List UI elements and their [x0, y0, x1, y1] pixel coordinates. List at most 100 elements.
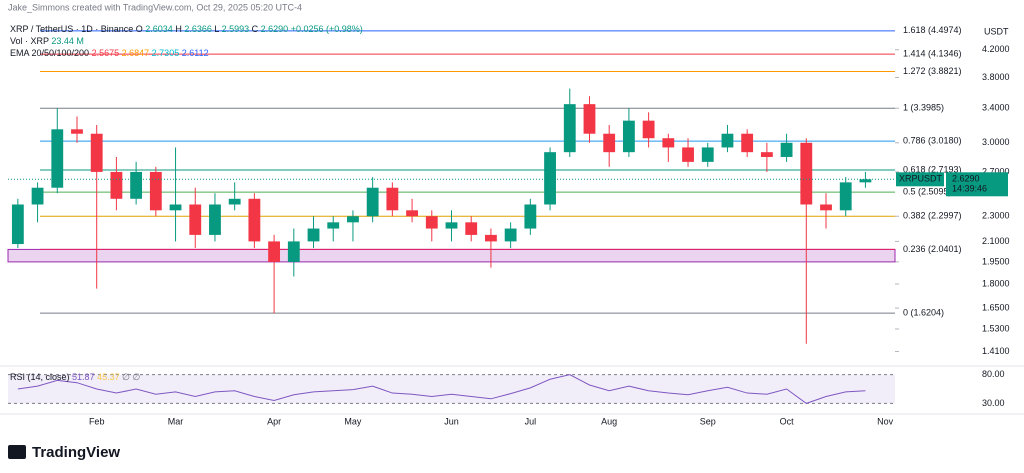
fib-label: 0.5 (2.5095) [903, 187, 952, 197]
candle-body [90, 133, 103, 172]
candle-body [169, 204, 182, 211]
y-tick-label: 2.3000 [982, 211, 1010, 221]
rsi-value: 45.37 [97, 372, 120, 382]
candle-body [406, 210, 418, 217]
rsi-line [17, 374, 866, 404]
x-tick-label: Feb [89, 416, 105, 426]
x-tick-label: Aug [601, 416, 617, 426]
candle-body [366, 187, 379, 217]
candle-body [71, 129, 83, 134]
fib-label: 0.786 (3.0180) [903, 136, 962, 146]
symbol: XRP / TetherUS · 1D · Binance [10, 24, 133, 34]
x-tick-label: Jun [444, 416, 459, 426]
ohlc-label: O [136, 24, 143, 34]
rsi-tick-label: 30.00 [982, 398, 1005, 408]
candle-body [563, 104, 576, 153]
candle-body [31, 187, 44, 205]
ohlc-label: L [214, 24, 219, 34]
ohlc-value: 2.5993 [222, 24, 250, 34]
last-price-label: 2.6290 [952, 174, 980, 184]
zone [7, 248, 896, 263]
candle-body [307, 228, 320, 242]
candle-body [682, 147, 694, 162]
candle-body [780, 142, 793, 157]
candle-body [504, 228, 517, 242]
fib-label: 1.618 (4.4974) [903, 25, 962, 35]
candle-body [583, 104, 596, 134]
candle-body [859, 179, 872, 183]
rsi-band [8, 374, 895, 404]
rsi-value: 51.87 [72, 372, 95, 382]
candle-body [603, 133, 616, 153]
brand: TradingView [32, 444, 120, 461]
candle-body [741, 133, 754, 153]
symbol-label: XRPUSDT [899, 174, 943, 184]
candle-body [544, 152, 556, 205]
x-tick-label: Jul [525, 416, 537, 426]
rsi-value: ∅ [133, 372, 141, 382]
currency: USDT [984, 26, 1009, 36]
candle-body [445, 222, 458, 229]
candle-body [110, 171, 123, 199]
y-tick-label: 1.6500 [982, 302, 1010, 312]
y-tick-label: 1.9500 [982, 256, 1010, 266]
ohlc-label: H [175, 24, 182, 34]
candle-body [800, 142, 813, 205]
candle-body [287, 241, 300, 262]
x-tick-label: Sep [700, 416, 716, 426]
x-tick-label: Nov [877, 416, 894, 426]
ohlc-label: C [252, 24, 259, 34]
x-tick-label: May [344, 416, 362, 426]
legend-line: RSI (14, close) 51.87 45.37 ∅ ∅ [10, 372, 140, 382]
candle-body [268, 241, 281, 262]
x-tick-label: Mar [168, 416, 184, 426]
ohlc-value: 2.6290 [261, 24, 289, 34]
rsi-label: RSI (14, close) [10, 372, 70, 382]
candle-body [327, 222, 340, 229]
candle-body [425, 216, 438, 229]
candle-body [642, 120, 655, 139]
legend-line: EMA 20/50/100/200 2.5675 2.6847 2.7305 2… [10, 48, 209, 58]
logo: TradingView [8, 444, 120, 461]
candle-body [209, 204, 221, 235]
candle-body [485, 234, 497, 242]
volume-label: Vol · XRP [10, 36, 49, 46]
candle-body [622, 120, 635, 153]
candle-body [11, 204, 24, 245]
y-tick-label: 1.8000 [982, 278, 1010, 288]
fib-label: 0.236 (2.0401) [903, 244, 962, 254]
rsi-tick-label: 80.00 [982, 369, 1005, 379]
fib-label: 0.618 (2.7193) [903, 164, 962, 174]
candle-body [820, 204, 832, 211]
ema-label: EMA 20/50/100/200 [10, 48, 89, 58]
ohlc-value: 2.6366 [184, 24, 212, 34]
ohlc-value: 2.6034 [145, 24, 173, 34]
change: +0.0256 (+0.98%) [291, 24, 363, 34]
candle-body [248, 198, 261, 242]
candle-body [465, 222, 478, 235]
candle-body [228, 198, 241, 205]
fib-label: 1.414 (4.1346) [903, 48, 962, 58]
candle-body [701, 147, 714, 162]
candle-body [51, 129, 64, 188]
candle-body [130, 171, 143, 199]
ema-value: 2.7305 [152, 48, 180, 58]
price-box [946, 172, 1008, 197]
candle-body [386, 187, 399, 211]
legend-line: XRP / TetherUS · 1D · Binance O 2.6034 H… [10, 24, 363, 34]
credit: Jake_Simmons created with TradingView.co… [8, 2, 302, 12]
candle-body [524, 204, 537, 229]
volume-value: 23.44 M [51, 36, 84, 46]
y-tick-label: 4.2000 [982, 44, 1010, 54]
ema-value: 2.6112 [182, 48, 209, 58]
candle-body [662, 138, 675, 148]
y-tick-label: 3.4000 [982, 103, 1010, 113]
x-tick-label: Oct [780, 416, 795, 426]
ema-value: 2.6847 [122, 48, 150, 58]
fib-label: 1.272 (3.8821) [903, 66, 962, 76]
candle-body [149, 171, 162, 211]
countdown: 14:39:46 [952, 184, 987, 194]
y-tick-label: 1.4100 [982, 346, 1010, 356]
y-tick-label: 3.8000 [982, 72, 1010, 82]
fib-label: 1 (3.3985) [903, 103, 944, 113]
